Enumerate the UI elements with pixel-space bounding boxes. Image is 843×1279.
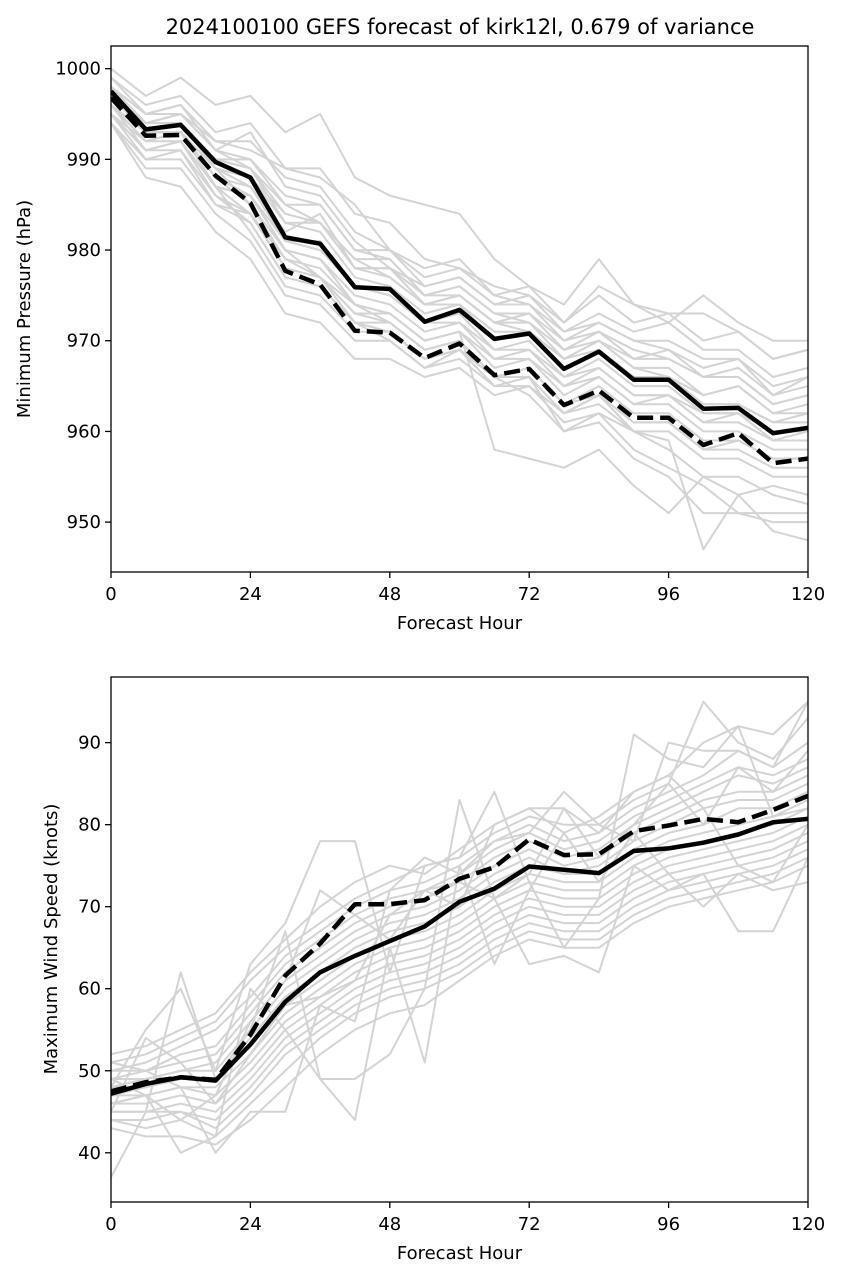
wind-y-tick-label: 80: [78, 815, 101, 836]
wind-member-line-14: [111, 840, 808, 1121]
wind-member-line-1: [111, 700, 808, 1056]
wind-mean-line: [111, 816, 808, 1096]
pressure-member-line-18: [111, 104, 808, 415]
wind-x-tick-label: 48: [378, 1214, 401, 1235]
pressure-y-tick-label: 990: [67, 149, 101, 170]
wind-axes-frame: [110, 676, 809, 1203]
pressure-member-line-24: [111, 95, 808, 524]
pressure-member-line-21: [111, 95, 808, 406]
pressure-member-line-27: [111, 104, 808, 505]
pressure-member-line-19: [111, 86, 808, 424]
wind-member-line-7: [111, 782, 808, 1089]
wind-member-line-15: [111, 848, 808, 1130]
wind-y-axis-label: Maximum Wind Speed (knots): [41, 804, 62, 1075]
pressure-member-line-15: [111, 95, 808, 388]
pressure-y-ticks: 950 960 970 980 990 1000: [55, 59, 111, 533]
wind-member-line-13: [111, 831, 808, 1113]
wind-y-tick-label: 50: [78, 1061, 101, 1082]
pressure-y-tick-label: 960: [67, 421, 101, 442]
pressure-member-line-1: [111, 67, 808, 342]
wind-x-ticks: 0 24 48 72 96 120: [105, 1202, 825, 1235]
pressure-panel: 2024100100 GEFS forecast of kirk12l, 0.6…: [14, 15, 825, 634]
wind-y-tick-label: 40: [78, 1143, 101, 1164]
wind-x-tick-label: 96: [657, 1214, 680, 1235]
chart-title: 2024100100 GEFS forecast of kirk12l, 0.6…: [166, 15, 755, 39]
pressure-member-line-20: [111, 113, 808, 433]
pressure-x-axis-label: Forecast Hour: [397, 613, 523, 634]
pressure-mean-line: [111, 89, 808, 436]
pressure-axes-frame: [110, 45, 809, 573]
wind-y-ticks: 40 50 60 70 80 90: [78, 733, 111, 1164]
wind-y-tick-label: 70: [78, 897, 101, 918]
pressure-series-layer: [111, 67, 808, 551]
wind-x-tick-label: 120: [791, 1214, 825, 1235]
pressure-x-tick-label: 48: [378, 584, 401, 605]
wind-x-tick-label: 72: [518, 1214, 541, 1235]
wind-member-line-21: [111, 701, 808, 1154]
pressure-member-line-12: [111, 122, 808, 478]
pressure-y-tick-label: 980: [67, 240, 101, 261]
pressure-x-ticks: 0 24 48 72 96 120: [105, 572, 825, 605]
pressure-member-line-23: [111, 104, 808, 515]
wind-member-line-6: [111, 774, 808, 1080]
wind-series-layer: [111, 700, 808, 1178]
wind-member-line-16: [111, 856, 808, 1138]
wind-x-tick-label: 0: [105, 1214, 116, 1235]
pressure-y-axis-label: Minimum Pressure (hPa): [14, 200, 35, 418]
pressure-x-tick-label: 96: [657, 584, 680, 605]
pressure-dashed-line: [111, 96, 808, 466]
pressure-member-line-17: [111, 95, 808, 360]
wind-member-line-17: [111, 864, 808, 1146]
pressure-y-tick-label: 950: [67, 512, 101, 533]
pressure-y-tick-label: 970: [67, 331, 101, 352]
wind-y-tick-label: 90: [78, 733, 101, 754]
pressure-x-tick-label: 120: [791, 584, 825, 605]
wind-member-line-22: [111, 774, 808, 1113]
wind-x-axis-label: Forecast Hour: [397, 1243, 523, 1264]
pressure-x-tick-label: 24: [239, 584, 262, 605]
wind-dashed-line: [111, 793, 808, 1094]
wind-member-line-19: [111, 725, 808, 1088]
wind-member-line-12: [111, 823, 808, 1105]
wind-x-tick-label: 24: [239, 1214, 262, 1235]
pressure-y-tick-label: 1000: [55, 59, 101, 80]
pressure-member-line-3: [111, 86, 808, 397]
pressure-x-tick-label: 0: [105, 584, 116, 605]
wind-y-tick-label: 60: [78, 979, 101, 1000]
pressure-x-tick-label: 72: [518, 584, 541, 605]
pressure-member-line-26: [111, 86, 808, 515]
